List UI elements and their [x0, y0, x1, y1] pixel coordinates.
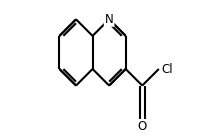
Text: Cl: Cl [161, 63, 173, 75]
Text: O: O [138, 120, 147, 133]
Text: N: N [105, 13, 113, 26]
